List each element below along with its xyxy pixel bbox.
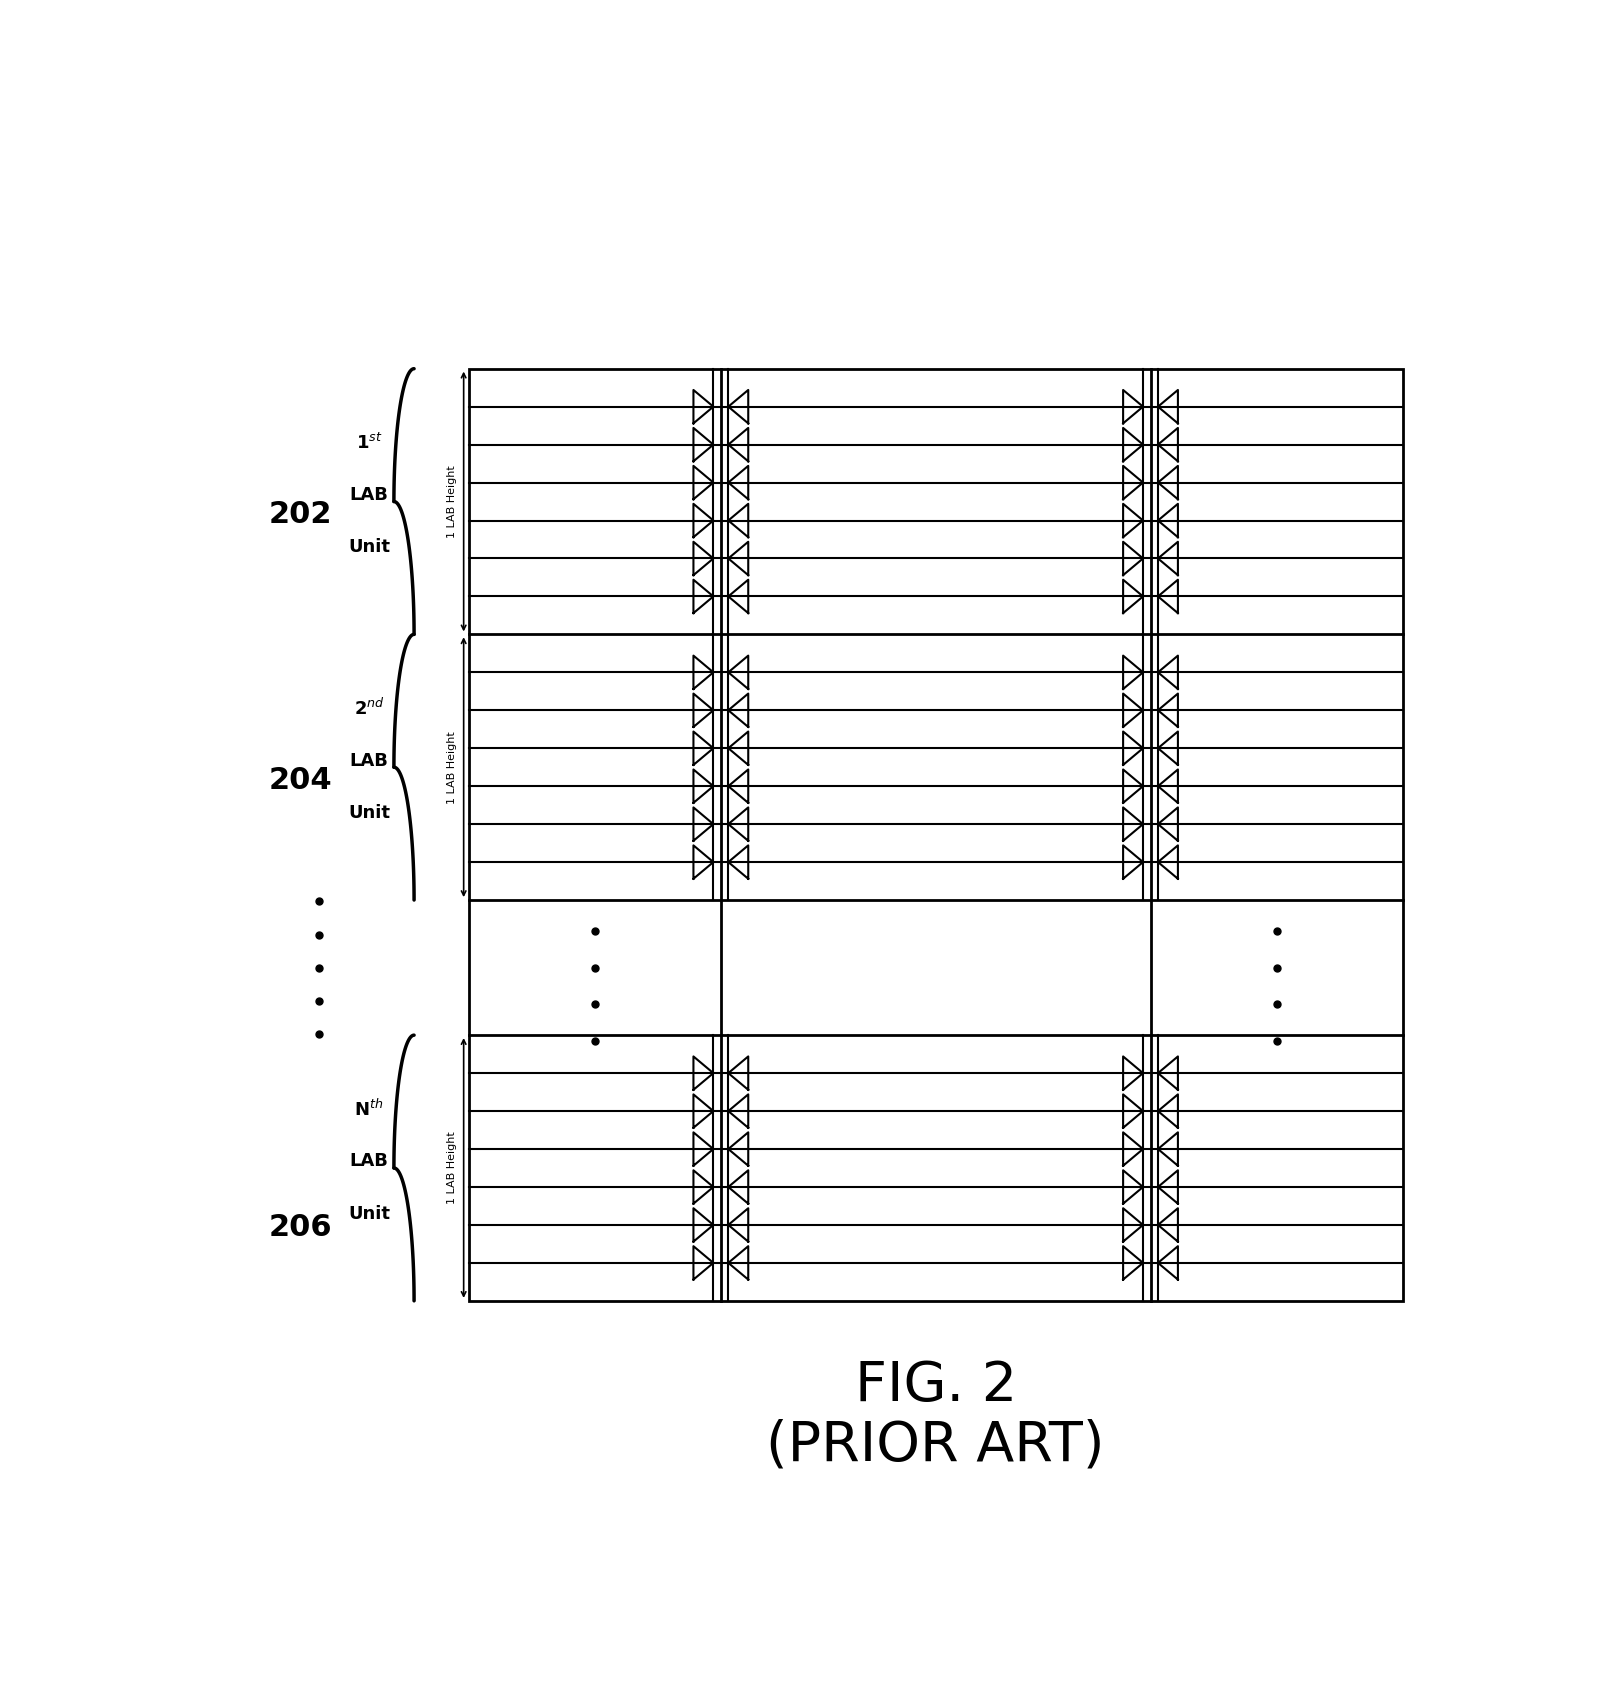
Text: 1 LAB Height: 1 LAB Height xyxy=(447,465,458,537)
Text: 1$^{st}$: 1$^{st}$ xyxy=(355,433,382,452)
Text: Unit: Unit xyxy=(349,805,391,822)
Text: 1 LAB Height: 1 LAB Height xyxy=(447,1132,458,1204)
Text: (PRIOR ART): (PRIOR ART) xyxy=(767,1419,1106,1471)
Text: N$^{th}$: N$^{th}$ xyxy=(355,1098,384,1120)
Text: 206: 206 xyxy=(268,1212,333,1241)
Text: Unit: Unit xyxy=(349,539,391,556)
Text: FIG. 2: FIG. 2 xyxy=(855,1359,1017,1413)
Text: Unit: Unit xyxy=(349,1205,391,1222)
Bar xyxy=(469,368,1403,1301)
Text: LAB: LAB xyxy=(350,1153,389,1170)
Text: 1 LAB Height: 1 LAB Height xyxy=(447,731,458,803)
Text: LAB: LAB xyxy=(350,486,389,505)
Text: 204: 204 xyxy=(268,766,333,795)
Text: 2$^{nd}$: 2$^{nd}$ xyxy=(354,697,384,720)
Text: 202: 202 xyxy=(268,500,333,529)
Text: LAB: LAB xyxy=(350,752,389,769)
